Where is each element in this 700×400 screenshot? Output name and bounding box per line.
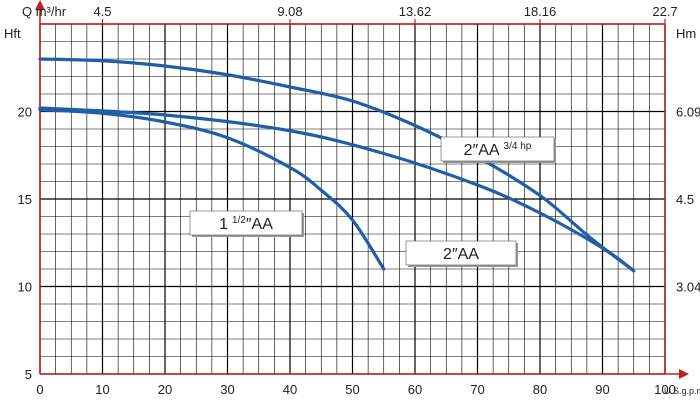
y-tick-label: 10 <box>18 280 32 295</box>
y-axis-label: Hft <box>4 26 21 41</box>
x-tick-label: 80 <box>533 382 547 397</box>
series-line-1 <box>38 106 636 273</box>
y-right-tick-label: 4.5 <box>676 192 694 207</box>
y-tick-label: 5 <box>25 367 32 382</box>
grid <box>39 23 666 375</box>
y-tick-label: 15 <box>18 192 32 207</box>
y-right-tick-label: 3.04 <box>676 280 700 295</box>
x-top-axis-label: Q m³/hr <box>22 4 67 19</box>
x-unit-label: U.S.g.p.m <box>664 386 700 396</box>
x-tick-label: 10 <box>95 382 109 397</box>
x-tick-label: 20 <box>158 382 172 397</box>
y-tick-label: 20 <box>18 105 32 120</box>
y-right-tick-label: 6.09 <box>676 105 700 120</box>
x-axis-arrow <box>679 369 689 379</box>
x-tick-label: 100 <box>654 382 676 397</box>
x-tick-label: 90 <box>595 382 609 397</box>
x-top-tick-label: 18.16 <box>524 4 557 19</box>
curves <box>38 57 636 273</box>
x-tick-label: 40 <box>283 382 297 397</box>
x-tick-label: 30 <box>220 382 234 397</box>
series-label-box-0 <box>189 210 303 236</box>
y-axis-arrow <box>35 0 45 10</box>
series-label-0: 1 1/2″AA <box>219 215 273 233</box>
axes <box>35 0 689 379</box>
x-top-tick-label: 9.08 <box>277 4 302 19</box>
x-top-tick-label: 13.62 <box>399 4 432 19</box>
x-top-tick-label: 22.7 <box>652 4 677 19</box>
x-top-tick-label: 4.5 <box>93 4 111 19</box>
series-line-2 <box>38 57 636 273</box>
x-tick-label: 70 <box>470 382 484 397</box>
series-line-0 <box>38 108 386 271</box>
x-tick-label: 0 <box>36 382 43 397</box>
series-label-1: 2″AA <box>443 246 479 263</box>
series-labels: 1 1/2″AA 2″AA 2″AA 3/4 hp <box>189 136 556 267</box>
x-tick-label: 50 <box>345 382 359 397</box>
y-right-axis-label: Hm <box>676 26 696 41</box>
series-label-box-1 <box>405 240 517 266</box>
x-tick-label: 60 <box>408 382 422 397</box>
series-label-box-2 <box>440 136 555 162</box>
series-label-2: 2″AA 3/4 hp <box>464 141 532 159</box>
